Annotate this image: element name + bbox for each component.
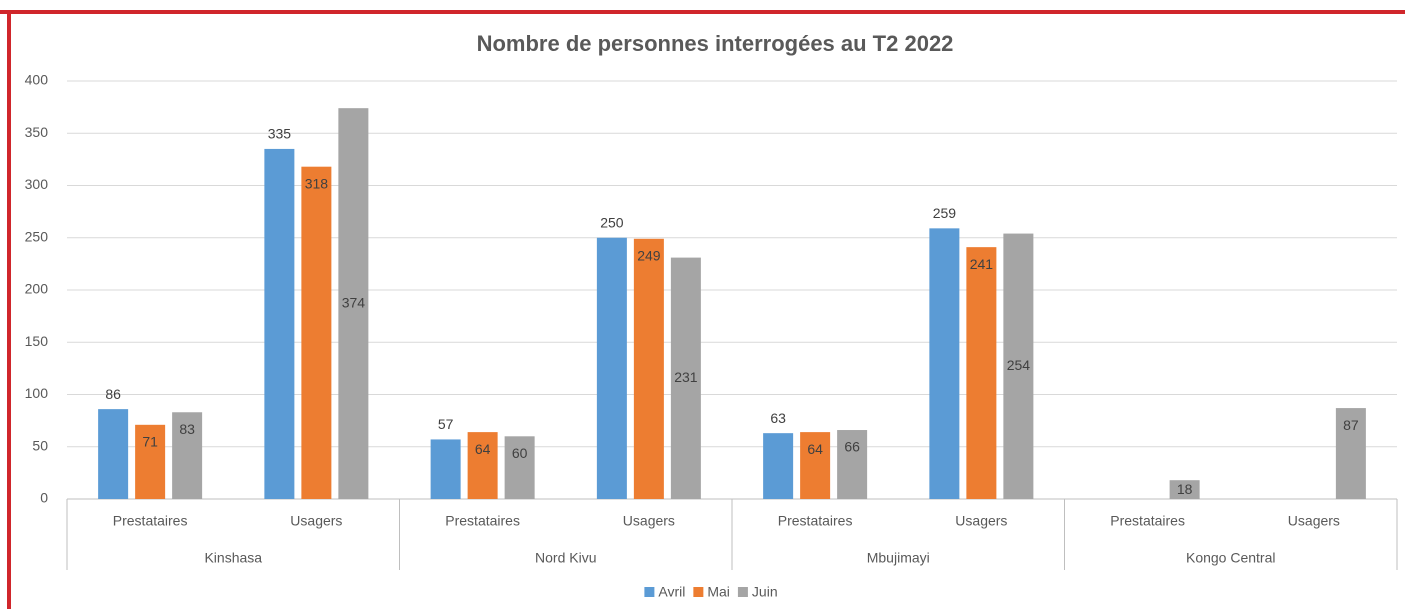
data-label: 87 [1343,417,1359,433]
bar [966,247,997,499]
legend-label: Mai [707,584,730,600]
y-tick-label: 100 [25,385,49,401]
bar [1335,408,1366,499]
x-tick-label: Prestataires [1110,513,1185,529]
data-label: 57 [438,416,454,432]
y-tick-label: 250 [25,228,49,244]
data-label: 374 [342,294,366,310]
legend-label: Avril [658,584,685,600]
x-tick-label: Usagers [290,513,342,529]
legend-swatch [644,587,655,597]
legend-label: Juin [752,584,778,600]
y-tick-label: 50 [32,437,48,453]
data-label: 64 [475,441,491,457]
bar [1169,480,1200,499]
group-label: Kongo Central [1186,550,1276,566]
chart-title: Nombre de personnes interrogées au T2 20… [477,31,954,56]
bar [467,432,498,499]
group-label: Kinshasa [204,550,262,566]
x-tick-label: Prestataires [778,513,853,529]
data-label: 60 [512,445,528,461]
bar [264,148,295,500]
bar [929,228,960,499]
x-tick-label: Usagers [955,513,1007,529]
data-label: 86 [105,386,121,402]
bar [338,108,369,500]
group-label: Nord Kivu [535,550,596,566]
bar [633,238,664,500]
data-label: 66 [844,439,860,455]
data-label: 231 [674,369,698,385]
y-tick-label: 0 [40,490,48,506]
data-label: 64 [807,441,823,457]
bar [596,237,627,499]
data-label: 254 [1007,357,1031,373]
bar [98,409,129,499]
x-tick-label: Usagers [1288,513,1340,529]
y-tick-label: 200 [25,281,49,297]
frame-top [0,10,1405,14]
data-label: 259 [933,205,957,221]
bar [670,257,701,499]
bar [763,433,794,499]
bar [504,436,535,499]
group-label: Mbujimayi [867,550,930,566]
bar [430,439,461,499]
y-tick-label: 150 [25,333,49,349]
data-label: 71 [142,434,158,450]
frame-left [7,10,11,609]
y-tick-label: 400 [25,72,49,88]
bar [172,412,203,499]
data-label: 241 [970,256,994,272]
x-tick-label: Usagers [623,513,675,529]
y-tick-label: 350 [25,124,49,140]
data-label: 249 [637,247,661,263]
bar [135,424,166,499]
y-tick-label: 300 [25,176,49,192]
bar [1003,233,1034,499]
data-label: 318 [305,175,329,191]
bar [301,166,332,499]
legend-swatch [737,587,748,597]
legend-swatch [693,587,704,597]
bar [800,432,831,499]
x-tick-label: Prestataires [445,513,520,529]
data-label: 250 [600,214,624,230]
data-label: 18 [1177,481,1193,497]
data-label: 63 [770,410,786,426]
data-label: 83 [179,421,195,437]
x-tick-label: Prestataires [113,513,188,529]
bar [837,430,868,499]
data-label: 335 [268,126,292,142]
